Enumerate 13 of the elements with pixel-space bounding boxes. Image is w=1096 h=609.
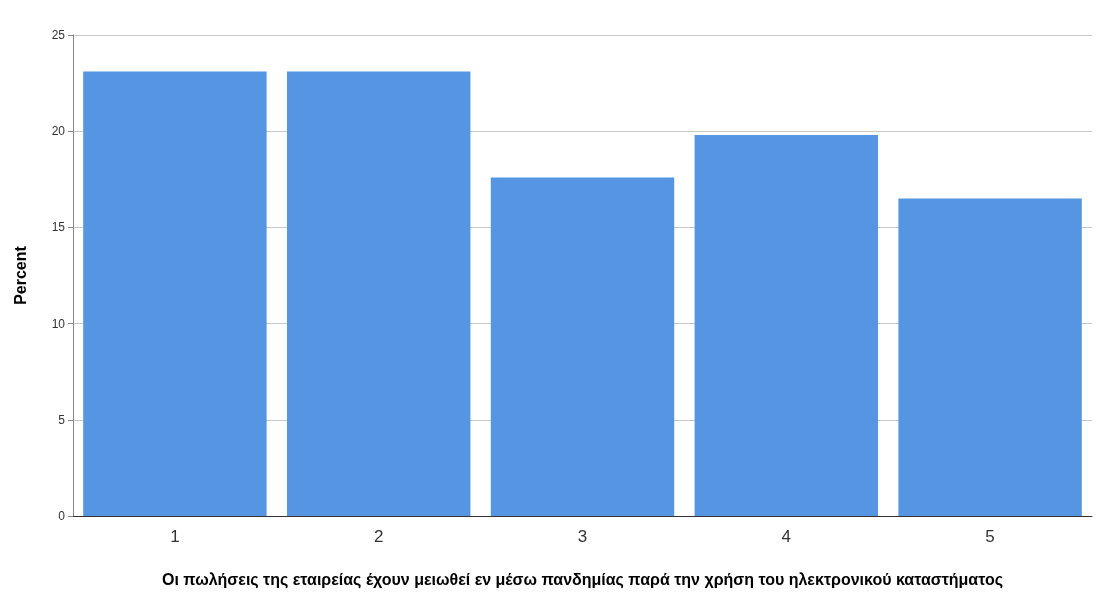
y-tick-label: 0 xyxy=(58,509,66,523)
y-tick-label: 20 xyxy=(51,124,66,139)
y-tick-label: 25 xyxy=(51,28,66,42)
y-tick-label: 10 xyxy=(51,316,66,331)
y-axis-title: Percent xyxy=(11,245,29,305)
x-tick-label: 1 xyxy=(170,527,180,546)
x-tick-label: 4 xyxy=(781,527,792,546)
y-tick-label: 5 xyxy=(58,412,66,427)
y-tick-label: 15 xyxy=(51,220,66,235)
x-tick-label: 5 xyxy=(985,527,995,546)
x-axis-title: Οι πωλήσεις της εταιρείας έχουν μειωθεί εν μέσω πανδημίας παρά την χρήση του ηλεκτρονικού καταστήματος xyxy=(162,571,1003,589)
x-tick-label: 2 xyxy=(373,527,384,546)
x-tick-label: 3 xyxy=(577,527,588,546)
